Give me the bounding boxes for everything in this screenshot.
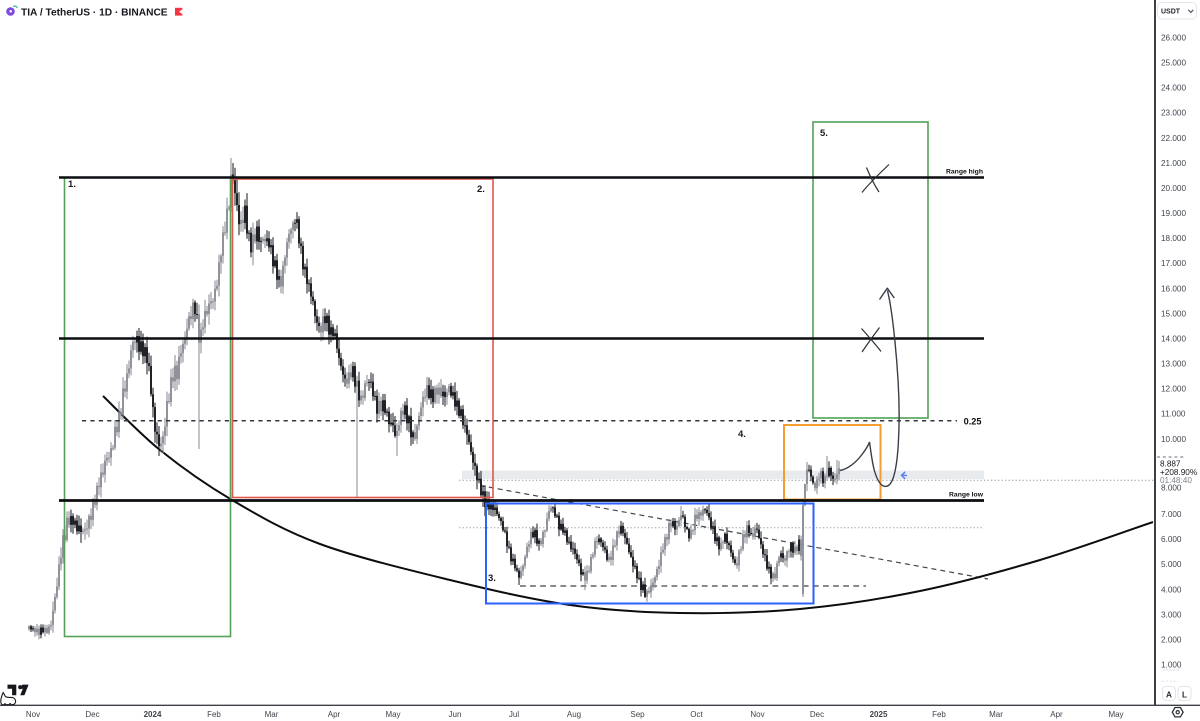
svg-text:Nov: Nov <box>750 710 764 719</box>
svg-text:2025: 2025 <box>870 710 888 719</box>
svg-text:16.000: 16.000 <box>1161 284 1186 293</box>
svg-text:18.000: 18.000 <box>1161 234 1186 243</box>
svg-text:3.: 3. <box>488 573 496 584</box>
svg-text:Range high: Range high <box>946 169 983 176</box>
svg-text:23.000: 23.000 <box>1161 109 1186 118</box>
svg-text:Aug: Aug <box>567 710 581 719</box>
svg-text:TIA / TetherUS · 1D · BINANCE: TIA / TetherUS · 1D · BINANCE <box>21 8 168 19</box>
svg-text:Apr: Apr <box>328 710 341 719</box>
svg-text:3.000: 3.000 <box>1161 610 1182 619</box>
svg-text:USDT: USDT <box>1161 9 1181 16</box>
svg-text:+208.90%: +208.90% <box>1160 468 1197 477</box>
svg-text:×××××: ××××× <box>1162 668 1180 674</box>
svg-text:8.887: 8.887 <box>1160 459 1181 468</box>
svg-text:20.000: 20.000 <box>1161 184 1186 193</box>
svg-text:2024: 2024 <box>144 710 162 719</box>
svg-text:May: May <box>385 710 400 719</box>
svg-text:Dec: Dec <box>85 710 99 719</box>
svg-text:26.000: 26.000 <box>1161 34 1186 43</box>
svg-text:Apr: Apr <box>1050 710 1063 719</box>
svg-text:0.25: 0.25 <box>964 417 982 427</box>
svg-text:11.000: 11.000 <box>1161 410 1186 419</box>
svg-text:Feb: Feb <box>932 710 946 719</box>
svg-text:25.000: 25.000 <box>1161 59 1186 68</box>
svg-text:Jun: Jun <box>449 710 462 719</box>
svg-text:13.000: 13.000 <box>1161 360 1186 369</box>
svg-text:14.000: 14.000 <box>1161 335 1186 344</box>
svg-text:17.000: 17.000 <box>1161 259 1186 268</box>
svg-text:Range low: Range low <box>949 492 984 499</box>
svg-text:▪ ▪ ▪ ▪: ▪ ▪ ▪ ▪ <box>1162 679 1176 685</box>
svg-text:10.000: 10.000 <box>1161 435 1186 444</box>
svg-text:1.000: 1.000 <box>1161 661 1182 670</box>
svg-text:21.000: 21.000 <box>1161 159 1186 168</box>
svg-text:Mar: Mar <box>989 710 1003 719</box>
svg-text:6.000: 6.000 <box>1161 535 1182 544</box>
svg-text:8.000: 8.000 <box>1161 484 1182 493</box>
svg-text:May: May <box>1108 710 1123 719</box>
svg-text:Oct: Oct <box>690 710 703 719</box>
svg-text:2.000: 2.000 <box>1161 635 1182 644</box>
svg-text:4.: 4. <box>738 429 746 440</box>
svg-text:5.: 5. <box>820 128 828 139</box>
svg-text:4.000: 4.000 <box>1161 585 1182 594</box>
svg-text:L: L <box>1182 690 1187 699</box>
svg-text:Mar: Mar <box>265 710 279 719</box>
svg-text:A: A <box>1166 690 1172 699</box>
svg-text:22.000: 22.000 <box>1161 134 1186 143</box>
svg-text:12.000: 12.000 <box>1161 385 1186 394</box>
svg-text:Sep: Sep <box>630 710 645 719</box>
svg-text:7.000: 7.000 <box>1161 510 1182 519</box>
svg-text:1.: 1. <box>68 179 76 190</box>
svg-text:01:48:40: 01:48:40 <box>1160 476 1192 485</box>
svg-text:2.: 2. <box>477 184 485 195</box>
svg-text:5.000: 5.000 <box>1161 560 1182 569</box>
svg-text:Dec: Dec <box>810 710 824 719</box>
svg-text:Jul: Jul <box>509 710 519 719</box>
svg-text:19.000: 19.000 <box>1161 209 1186 218</box>
svg-text:24.000: 24.000 <box>1161 84 1186 93</box>
svg-text:15.000: 15.000 <box>1161 309 1186 318</box>
svg-text:Nov: Nov <box>26 710 40 719</box>
svg-text:Feb: Feb <box>207 710 221 719</box>
